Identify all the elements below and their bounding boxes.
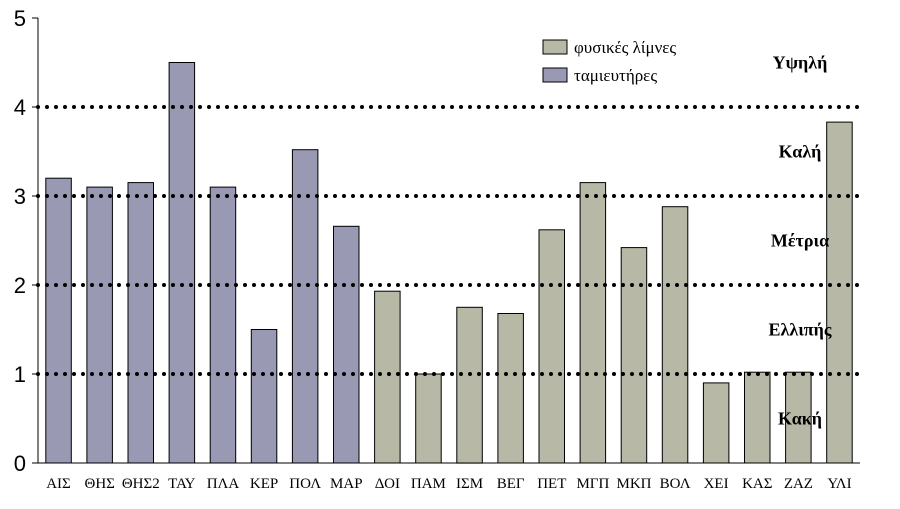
- x-tick-label-χει: ΧΕΙ: [704, 476, 729, 492]
- y-tick-label-4: 4: [14, 95, 26, 120]
- y-tick-label-0: 0: [14, 451, 26, 476]
- y-tick-label-3: 3: [14, 184, 26, 209]
- x-tick-label-υλι: ΥΛΙ: [827, 476, 851, 492]
- legend-label-reservoir: ταμιευτήρες: [574, 66, 657, 85]
- x-tick-label-ταυ: ΤΑΥ: [168, 476, 196, 492]
- bar-βεγ: [497, 313, 524, 464]
- x-tick-label-πετ: ΠΕΤ: [537, 476, 566, 492]
- x-tick-label-μκπ: ΜΚΠ: [616, 476, 651, 492]
- x-tick-label-μαρ: ΜΑΡ: [330, 476, 363, 492]
- x-tick-label-πολ: ΠΟΛ: [289, 476, 321, 492]
- x-tick-label-παμ: ΠΑΜ: [411, 476, 446, 492]
- bar-μγπ: [579, 182, 607, 464]
- bar-χει: [702, 382, 730, 464]
- legend-swatch-lake: [542, 39, 568, 55]
- bars-layer: [45, 62, 853, 464]
- threshold-lines: [36, 105, 862, 376]
- x-tick-label-θης2: ΘΗΣ2: [122, 476, 160, 492]
- bar-μαρ: [333, 225, 360, 464]
- bar-υλι: [826, 121, 853, 464]
- y-tick-label-1: 1: [14, 362, 26, 387]
- bar-πλα: [209, 186, 237, 464]
- bar-θης1: [86, 186, 113, 464]
- legend: φυσικές λίμνες ταμιευτήρες: [542, 38, 676, 85]
- bar-παμ: [415, 373, 442, 464]
- y-tick-label-5: 5: [14, 6, 26, 31]
- x-tick-label-δοι: ΔΟΙ: [375, 476, 400, 492]
- bar-πολ: [291, 149, 319, 464]
- bar-θης2: [127, 182, 154, 464]
- y-tick-label-2: 2: [14, 273, 26, 298]
- axes-layer: 0 1 2 3 4 5 ΑΙΣ ΘΗΣ ΘΗΣ2 ΤΑΥ ΠΛΑ ΚΕΡ ΠΟΛ ΜΑΡ ΔΟΙ ΠΑΜ ΙΣΜ…: [14, 6, 860, 492]
- band-label-2: Μέτρια: [771, 231, 829, 251]
- x-tick-label-κας: ΚΑΣ: [742, 476, 772, 492]
- bar-κας: [744, 371, 771, 464]
- x-tick-label-θης1: ΘΗΣ: [84, 476, 114, 492]
- band-label-4: Κακή: [778, 409, 822, 429]
- legend-swatch-reservoir: [542, 67, 568, 83]
- band-label-0: Υψηλή: [773, 53, 828, 73]
- x-tick-label-ζαζ: ΖΑΖ: [784, 476, 813, 492]
- x-tick-label-βολ: ΒΟΛ: [660, 476, 691, 492]
- x-tick-label-πλα: ΠΛΑ: [207, 476, 240, 492]
- band-label-1: Καλή: [779, 142, 822, 162]
- x-tick-label-αις: ΑΙΣ: [46, 476, 71, 492]
- bar-ισμ: [456, 306, 483, 464]
- bar-πετ: [538, 229, 565, 464]
- band-labels: Υψηλή Καλή Μέτρια Ελλιπής Κακή: [769, 53, 832, 429]
- bar-ζαζ: [785, 371, 812, 464]
- x-tick-label-ισμ: ΙΣΜ: [456, 476, 483, 492]
- bar-μκπ: [620, 247, 648, 464]
- x-tick-label-κερ: ΚΕΡ: [250, 476, 278, 492]
- bar-ταυ: [168, 62, 196, 464]
- x-tick-label-βεγ: ΒΕΓ: [497, 476, 525, 492]
- x-tick-label-μγπ: ΜΓΠ: [576, 476, 609, 492]
- bar-βολ: [661, 206, 689, 464]
- legend-label-lake: φυσικές λίμνες: [574, 38, 676, 57]
- bar-δοι: [374, 290, 401, 464]
- bar-αις: [45, 177, 72, 464]
- band-label-3: Ελλιπής: [769, 320, 832, 340]
- bar-κερ: [250, 329, 278, 464]
